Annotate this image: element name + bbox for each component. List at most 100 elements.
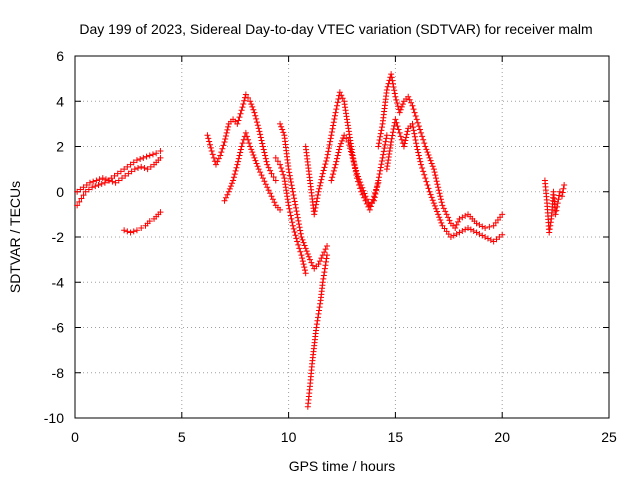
grid-lines [75, 56, 609, 418]
data-point [242, 91, 249, 98]
data-point [388, 71, 395, 78]
data-point-interp [334, 102, 341, 109]
y-tick-label: 4 [56, 93, 64, 109]
data-point-interp [210, 154, 217, 161]
data-point-interp [292, 204, 299, 211]
data-point [255, 166, 262, 173]
data-point [138, 163, 145, 170]
data-point-interp [230, 174, 237, 181]
data-point-interp [316, 304, 323, 311]
data-point [285, 166, 292, 173]
data-point-interp [295, 221, 302, 228]
data-point-interp [421, 171, 428, 178]
data-point-interp [377, 164, 384, 171]
data-point-interp [141, 164, 148, 171]
data-point-interp [556, 192, 563, 199]
data-point-interp [291, 195, 298, 202]
data-point-interp [360, 187, 367, 194]
x-tick-label: 0 [71, 429, 79, 445]
data-point-interp [256, 128, 263, 135]
data-point-interp [205, 135, 212, 142]
data-point [561, 181, 568, 188]
data-point-interp [253, 119, 260, 126]
data-point-interp [225, 123, 232, 130]
data-point [379, 154, 386, 161]
data-point-interp [309, 262, 316, 269]
data-point-interp [428, 194, 435, 201]
data-point-interp [325, 145, 332, 152]
data-point-interp [237, 149, 244, 156]
data-point-interp [249, 149, 256, 156]
data-point [349, 154, 356, 161]
data-point [465, 224, 472, 231]
data-point-interp [279, 126, 286, 133]
data-point-interp [419, 164, 426, 171]
data-point-interp [319, 173, 326, 180]
data-point-interp [421, 140, 428, 147]
data-point [208, 148, 215, 155]
data-point-interp [371, 194, 378, 201]
data-point [306, 256, 313, 263]
data-point [289, 222, 296, 229]
data-point-interp [232, 167, 239, 174]
x-tick-label: 15 [388, 429, 404, 445]
data-point [413, 143, 420, 150]
data-point-interp [280, 129, 287, 136]
data-point-interp [311, 208, 318, 215]
data-point-interp [287, 175, 294, 182]
data-point-interp [372, 191, 379, 198]
data-point-interp [327, 135, 334, 142]
data-point-interp [476, 230, 483, 237]
data-point-interp [317, 179, 324, 186]
data-point-interp [382, 138, 389, 145]
data-point-interp [375, 174, 382, 181]
data-point-interp [274, 158, 281, 165]
data-point-interp [486, 223, 493, 230]
data-point [289, 188, 296, 195]
data-point-interp [262, 181, 269, 188]
data-point-interp [239, 140, 246, 147]
data-point-interp [416, 155, 423, 162]
data-point-interp [347, 148, 354, 155]
data-point-interp [117, 168, 124, 175]
data-point-interp [432, 205, 439, 212]
data-point-interp [312, 204, 319, 211]
data-point-interp [228, 180, 235, 187]
data-point-interp [314, 314, 321, 321]
data-point-interp [411, 133, 418, 140]
data-point [78, 195, 85, 202]
data-point [133, 157, 140, 164]
data-point-interp [206, 138, 213, 145]
data-point-interp [408, 99, 415, 106]
data-point-interp [331, 116, 338, 123]
data-point-interp [288, 182, 295, 189]
data-point-interp [415, 152, 422, 159]
data-point [311, 211, 318, 218]
data-point-interp [271, 199, 278, 206]
x-tick-label: 5 [178, 429, 186, 445]
data-point-interp [231, 171, 238, 178]
data-point-interp [427, 157, 434, 164]
data-point-interp [98, 180, 105, 187]
data-point-interp [437, 217, 444, 224]
data-point [133, 227, 140, 234]
data-point [383, 132, 390, 139]
data-point [146, 218, 153, 225]
data-point-interp [484, 235, 491, 242]
data-point-interp [290, 191, 297, 198]
data-point-interp [249, 103, 256, 110]
data-point-interp [359, 184, 366, 191]
data-point-interp [462, 226, 469, 233]
data-point-interp [333, 158, 340, 165]
data-point [473, 229, 480, 236]
data-point-interp [434, 181, 441, 188]
data-point-interp [462, 212, 469, 219]
data-point-interp [459, 214, 466, 221]
data-point [499, 231, 506, 238]
data-point-interp [367, 203, 374, 210]
data-point-interp [300, 239, 307, 246]
data-point [272, 154, 279, 161]
data-point-interp [214, 158, 221, 165]
data-point [221, 197, 228, 204]
